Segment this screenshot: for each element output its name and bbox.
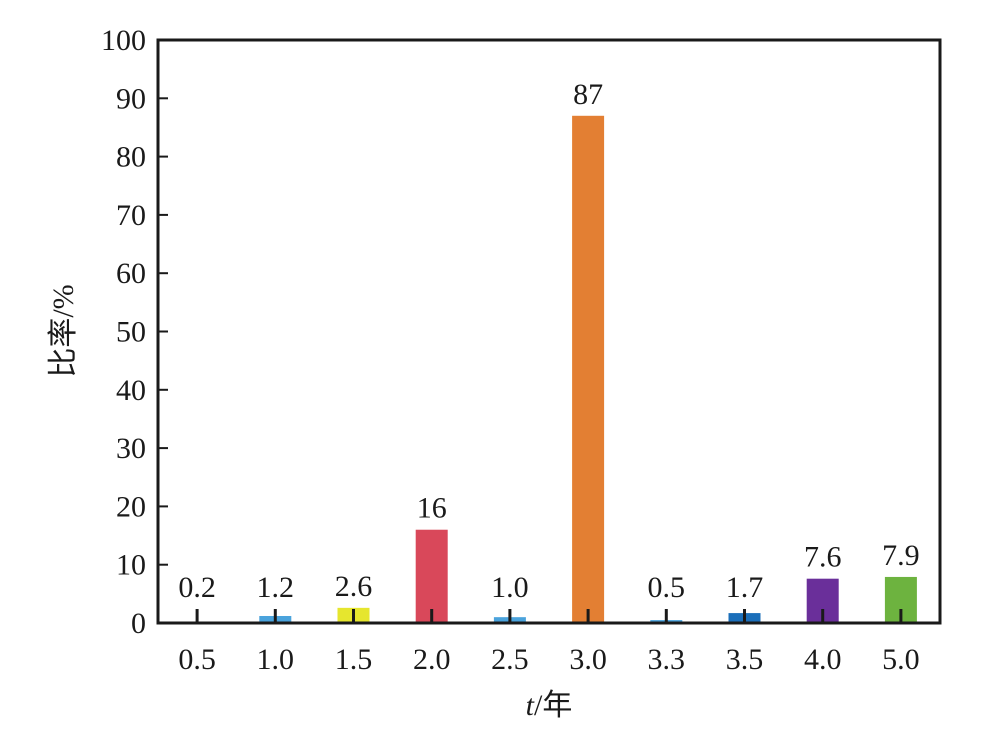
y-tick-label: 80	[116, 141, 146, 174]
data-label: 1.0	[491, 571, 529, 604]
x-axis-tick-labels: 0.5 1.0 1.5 2.0 2.5 3.0 3.3 3.5 4.0 5.0	[178, 643, 919, 676]
y-tick-label: 20	[116, 490, 146, 523]
x-tick-label: 2.5	[491, 643, 529, 676]
x-axis-title-unit: /年	[534, 689, 572, 722]
data-label: 0.5	[648, 571, 686, 604]
x-tick-label: 5.0	[882, 643, 920, 676]
x-axis-title: t/年	[526, 689, 573, 722]
data-label: 0.2	[178, 571, 216, 604]
data-label: 7.9	[882, 539, 920, 572]
y-axis-ticks: 0 10 20 30 40 50 60 70 80 90 100	[101, 24, 168, 640]
data-label: 87	[573, 78, 603, 111]
x-tick-label: 1.5	[335, 643, 373, 676]
data-label: 2.6	[335, 570, 373, 603]
data-label: 1.2	[257, 571, 295, 604]
bar	[415, 529, 448, 623]
x-tick-label: 0.5	[178, 643, 216, 676]
x-tick-label: 2.0	[413, 643, 451, 676]
y-tick-label: 30	[116, 432, 146, 465]
data-label: 7.6	[804, 541, 842, 574]
x-tick-label: 1.0	[257, 643, 295, 676]
x-axis-title-variable: t	[526, 689, 535, 722]
y-tick-label: 60	[116, 257, 146, 290]
data-label: 1.7	[726, 571, 764, 604]
y-tick-label: 70	[116, 199, 146, 232]
y-tick-label: 100	[101, 24, 146, 57]
y-tick-label: 40	[116, 374, 146, 407]
plot-frame	[156, 38, 942, 625]
y-tick-label: 0	[131, 607, 146, 640]
error-bars-group	[195, 609, 903, 623]
y-axis-title: 比率/%	[47, 284, 80, 377]
y-tick-label: 10	[116, 549, 146, 582]
x-tick-label: 4.0	[804, 643, 842, 676]
data-labels-group: 0.2 1.2 2.6 16 1.0 87 0.5 1.7 7.6 7.9	[178, 78, 919, 604]
bar	[572, 115, 605, 623]
x-tick-label: 3.3	[648, 643, 686, 676]
x-tick-label: 3.0	[569, 643, 607, 676]
x-tick-label: 3.5	[726, 643, 764, 676]
y-tick-label: 90	[116, 82, 146, 115]
y-tick-label: 50	[116, 316, 146, 349]
data-label: 16	[417, 492, 447, 525]
